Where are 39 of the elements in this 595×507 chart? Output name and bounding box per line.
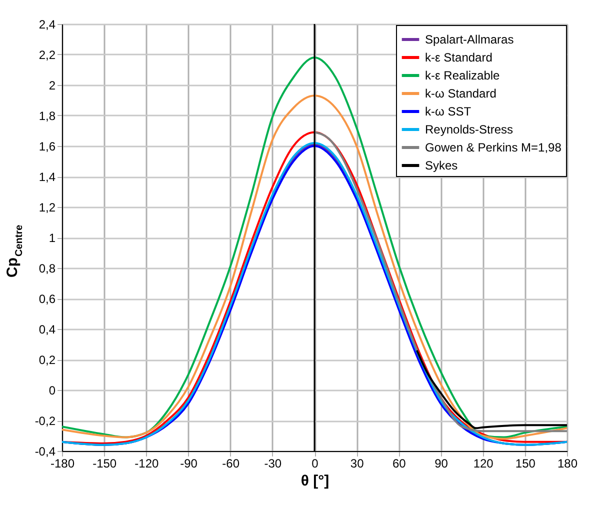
x-tick-label: -180	[50, 456, 75, 470]
legend-label: k-ω Standard	[425, 86, 496, 100]
legend-label: Sykes	[425, 158, 458, 172]
line-series	[416, 349, 567, 430]
x-tick-label: 0	[312, 456, 319, 470]
x-tick-label: -120	[134, 456, 159, 470]
x-tick-label: -150	[92, 456, 117, 470]
y-tick-label: -0,2	[34, 414, 56, 428]
x-tick-label: 120	[473, 456, 494, 470]
y-tick-label: 2	[48, 78, 56, 92]
x-tick-label: 90	[434, 456, 448, 470]
legend-label: k-ε Standard	[425, 50, 492, 64]
legend-label: Reynolds-Stress	[425, 122, 514, 136]
x-tick-label: -60	[222, 456, 240, 470]
y-tick-label: 0,8	[38, 262, 56, 276]
y-tick-label: 1,4	[38, 170, 56, 184]
y-tick-label: 0,4	[38, 322, 56, 336]
y-tick-label: 0,6	[38, 292, 56, 306]
legend-label: Spalart-Allmaras	[425, 32, 514, 46]
x-tick-label: 60	[392, 456, 406, 470]
y-axis-title: CpCentre	[4, 224, 25, 278]
y-tick-label: 0,2	[38, 353, 56, 367]
x-tick-label: 30	[350, 456, 364, 470]
y-tick-label: 1,8	[38, 109, 56, 123]
y-tick-label: 2,4	[38, 18, 56, 32]
legend-label: k-ω SST	[425, 104, 472, 118]
x-tick-label: -90	[180, 456, 198, 470]
y-tick-label: 1,2	[38, 200, 56, 214]
x-tick-label: 150	[515, 456, 536, 470]
y-tick-label: 0	[48, 384, 56, 398]
y-tick-label: 1,6	[38, 140, 56, 154]
x-tick-label: 180	[557, 456, 578, 470]
legend-label: k-ε Realizable	[425, 68, 500, 82]
y-tick-label: 1	[48, 231, 56, 245]
x-axis-title: θ [°]	[300, 472, 330, 490]
legend-label: Gowen & Perkins M=1,98	[425, 140, 562, 154]
y-tick-label: -0,4	[34, 444, 56, 458]
y-tick-label: 2,2	[38, 48, 56, 62]
x-tick-label: -30	[264, 456, 282, 470]
